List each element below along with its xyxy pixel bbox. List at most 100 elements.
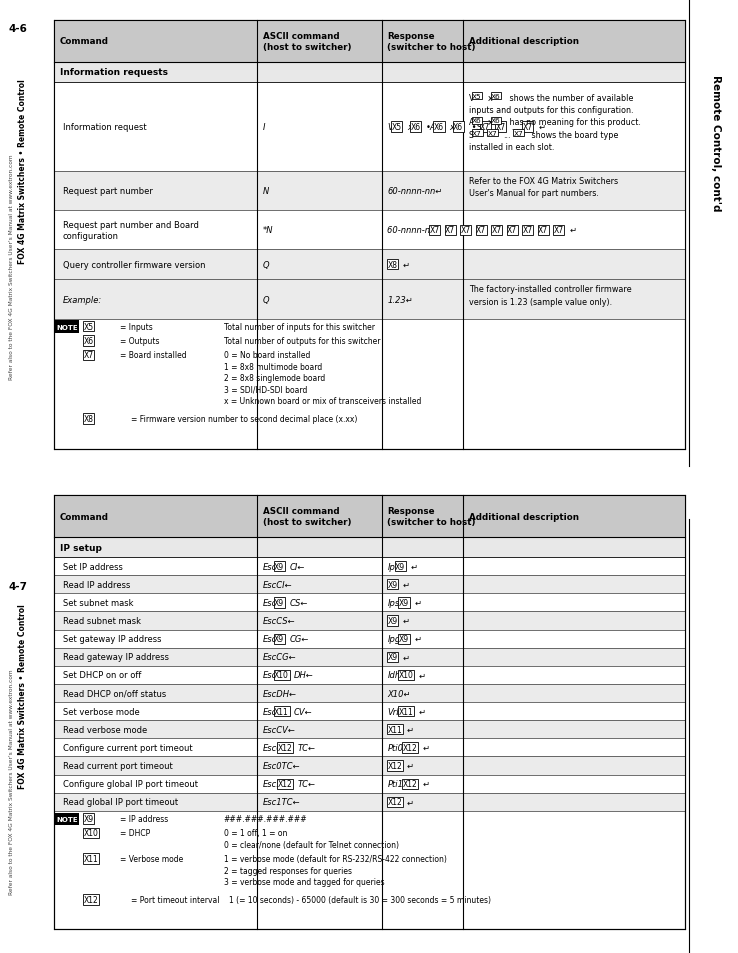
Text: ASCII command
(host to switcher): ASCII command (host to switcher) bbox=[263, 31, 351, 52]
Text: 2 = tagged responses for queries: 2 = tagged responses for queries bbox=[224, 865, 351, 875]
Text: Esc: Esc bbox=[263, 707, 277, 716]
Text: Esc: Esc bbox=[263, 598, 277, 607]
Text: Ipg: Ipg bbox=[387, 635, 401, 643]
Text: X9: X9 bbox=[399, 635, 409, 643]
Text: CV←: CV← bbox=[294, 707, 312, 716]
Text: X11: X11 bbox=[387, 725, 402, 734]
Text: Refer also to the FOX 4G Matrix Switchers User's Manual at www.extron.com: Refer also to the FOX 4G Matrix Switcher… bbox=[9, 154, 14, 379]
Text: X12: X12 bbox=[403, 743, 418, 752]
Text: = IP address: = IP address bbox=[120, 814, 168, 823]
Text: X9: X9 bbox=[399, 598, 409, 607]
Text: 60-nnnn-nn: 60-nnnn-nn bbox=[387, 226, 438, 234]
Text: ↵: ↵ bbox=[403, 617, 410, 625]
Bar bbox=[54, 666, 685, 684]
Text: X10: X10 bbox=[275, 671, 289, 679]
Text: x: x bbox=[407, 123, 412, 132]
Text: 3 = verbose mode and tagged for queries: 3 = verbose mode and tagged for queries bbox=[224, 877, 384, 886]
Text: ↵: ↵ bbox=[418, 707, 426, 716]
Text: EscCG←: EscCG← bbox=[263, 653, 297, 661]
Bar bbox=[54, 739, 685, 757]
Text: ↵: ↵ bbox=[403, 580, 410, 589]
Text: Esc: Esc bbox=[263, 635, 277, 643]
Text: V: V bbox=[387, 123, 393, 132]
Text: Command: Command bbox=[60, 512, 108, 521]
Bar bbox=[55, 813, 79, 825]
Text: Pti1: Pti1 bbox=[387, 780, 404, 788]
Text: Refer also to the FOX 4G Matrix Switchers User's Manual at www.extron.com: Refer also to the FOX 4G Matrix Switcher… bbox=[9, 669, 14, 894]
Text: ↵: ↵ bbox=[422, 780, 430, 788]
Text: Read global IP port timeout: Read global IP port timeout bbox=[63, 798, 178, 806]
Text: *N: *N bbox=[263, 226, 273, 234]
Text: X7: X7 bbox=[430, 226, 440, 234]
Text: X7: X7 bbox=[445, 226, 455, 234]
Text: ...: ... bbox=[511, 123, 519, 132]
Text: Command: Command bbox=[60, 37, 108, 47]
Bar bbox=[54, 537, 685, 558]
Text: X9: X9 bbox=[275, 598, 284, 607]
Text: ↵: ↵ bbox=[415, 598, 421, 607]
Text: X5: X5 bbox=[472, 93, 482, 99]
Text: ↵: ↵ bbox=[422, 743, 430, 752]
Text: Esc1TC←: Esc1TC← bbox=[263, 798, 300, 806]
Text: X10: X10 bbox=[399, 671, 414, 679]
Text: 0 = 1 off, 1 = on: 0 = 1 off, 1 = on bbox=[224, 828, 287, 838]
Text: X12: X12 bbox=[278, 780, 293, 788]
Text: = Verbose mode: = Verbose mode bbox=[120, 854, 184, 863]
Text: X7: X7 bbox=[523, 123, 533, 132]
Text: EscDH←: EscDH← bbox=[263, 689, 297, 698]
Text: Esc0TC←: Esc0TC← bbox=[263, 761, 300, 770]
Bar bbox=[54, 576, 685, 594]
Text: ↵: ↵ bbox=[418, 671, 426, 679]
Text: ###.###.###.###: ###.###.###.### bbox=[224, 814, 307, 823]
Text: X9: X9 bbox=[83, 814, 94, 823]
Text: V: V bbox=[469, 93, 474, 103]
Text: FOX 4G Matrix Switchers • Remote Control: FOX 4G Matrix Switchers • Remote Control bbox=[18, 79, 27, 264]
Text: Esc0: Esc0 bbox=[263, 743, 283, 752]
Text: 2 = 8x8 singlemode board: 2 = 8x8 singlemode board bbox=[224, 374, 325, 383]
Bar bbox=[54, 83, 685, 172]
Bar bbox=[54, 558, 685, 576]
Text: Read gateway IP address: Read gateway IP address bbox=[63, 653, 169, 661]
Text: Q: Q bbox=[263, 260, 269, 270]
Bar bbox=[54, 630, 685, 648]
Text: ↵: ↵ bbox=[538, 123, 545, 132]
Bar bbox=[54, 21, 685, 450]
Text: CS←: CS← bbox=[290, 598, 308, 607]
Text: ↵: ↵ bbox=[415, 635, 421, 643]
Text: 1.23↵: 1.23↵ bbox=[387, 295, 413, 304]
Text: 3 = SDI/HD-SDI board: 3 = SDI/HD-SDI board bbox=[224, 385, 307, 395]
Text: X10: X10 bbox=[83, 828, 98, 838]
Text: x = Unknown board or mix of transceivers installed: x = Unknown board or mix of transceivers… bbox=[224, 396, 421, 406]
Bar bbox=[55, 321, 79, 334]
Text: X9: X9 bbox=[275, 562, 284, 571]
Text: Set subnet mask: Set subnet mask bbox=[63, 598, 134, 607]
Text: Information requests: Information requests bbox=[60, 69, 168, 77]
Text: Idh: Idh bbox=[387, 671, 401, 679]
Text: X7: X7 bbox=[461, 226, 471, 234]
Text: NOTE: NOTE bbox=[57, 324, 78, 331]
Text: Response
(switcher to host): Response (switcher to host) bbox=[387, 506, 476, 527]
Text: Total number of outputs for this switcher: Total number of outputs for this switche… bbox=[224, 336, 380, 346]
Text: X9: X9 bbox=[387, 580, 398, 589]
Text: The factory-installed controller firmware: The factory-installed controller firmwar… bbox=[469, 285, 631, 294]
Text: Additional description: Additional description bbox=[469, 37, 579, 47]
Bar bbox=[54, 496, 685, 537]
Bar bbox=[54, 757, 685, 775]
Text: x: x bbox=[488, 118, 492, 128]
Text: Information request: Information request bbox=[63, 123, 146, 132]
Text: X6: X6 bbox=[453, 123, 463, 132]
Bar bbox=[54, 211, 685, 250]
Text: X6: X6 bbox=[492, 93, 501, 99]
Text: Read IP address: Read IP address bbox=[63, 580, 130, 589]
Text: ↵: ↵ bbox=[403, 653, 410, 661]
Text: TC←: TC← bbox=[297, 780, 316, 788]
Text: X12: X12 bbox=[83, 895, 98, 904]
Text: Ips: Ips bbox=[387, 598, 400, 607]
Text: X6: X6 bbox=[434, 123, 444, 132]
Text: x: x bbox=[449, 123, 455, 132]
Text: Read DHCP on/off status: Read DHCP on/off status bbox=[63, 689, 166, 698]
Text: ASCII command
(host to switcher): ASCII command (host to switcher) bbox=[263, 506, 351, 527]
Text: X7: X7 bbox=[480, 123, 490, 132]
Text: EscCV←: EscCV← bbox=[263, 725, 296, 734]
Text: FOX 4G Matrix Switchers • Remote Control: FOX 4G Matrix Switchers • Remote Control bbox=[18, 603, 27, 788]
